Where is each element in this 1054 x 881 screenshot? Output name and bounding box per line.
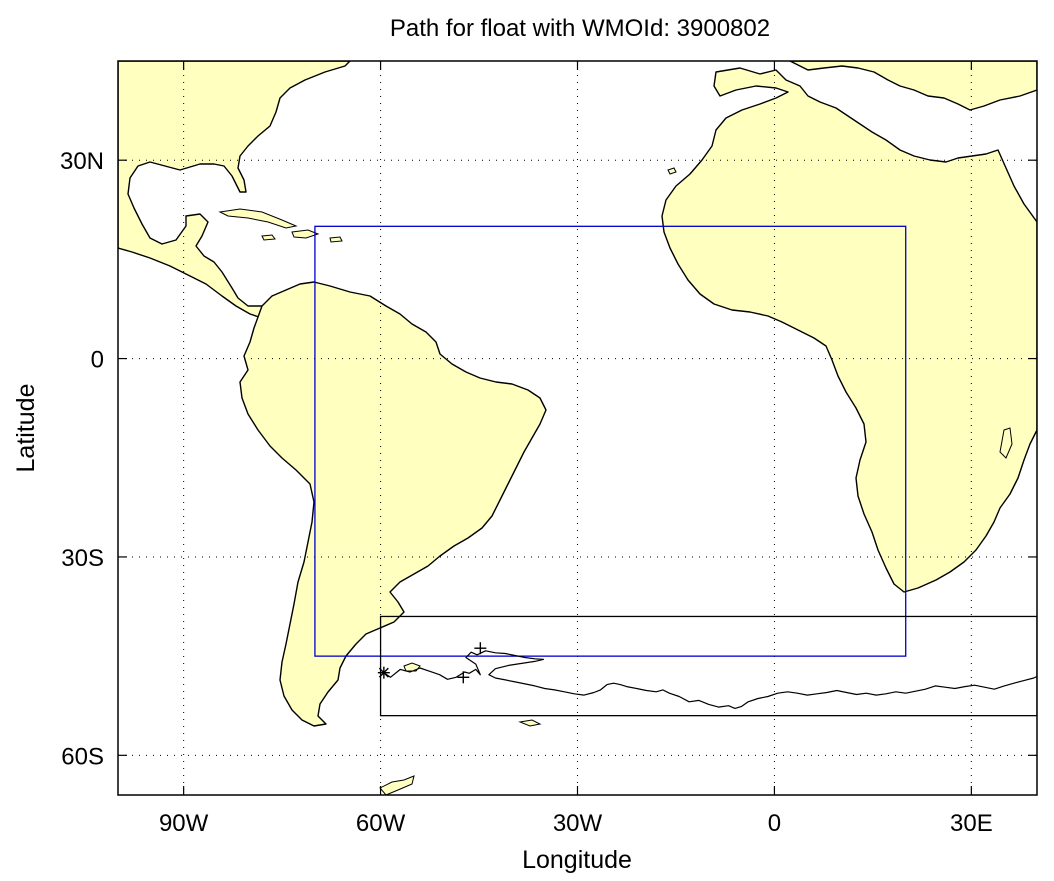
x-tick-label: 0 bbox=[768, 810, 781, 837]
region-boxes bbox=[314, 225, 1037, 717]
south-georgia-island bbox=[518, 719, 542, 727]
x-tick-label: 30W bbox=[553, 810, 603, 837]
track-cross-marker bbox=[474, 642, 487, 655]
land-masses bbox=[118, 61, 1037, 795]
map-title: Path for float with WMOId: 3900802 bbox=[390, 15, 770, 42]
puerto-rico-island bbox=[329, 236, 343, 243]
south-america-landmass bbox=[239, 281, 547, 727]
black-region-box bbox=[379, 615, 1037, 717]
track-cross-marker bbox=[457, 671, 470, 684]
madagascar-island bbox=[999, 427, 1013, 459]
deployment-marker bbox=[377, 666, 390, 679]
x-tick-label: 60W bbox=[356, 810, 406, 837]
europe-landmass bbox=[789, 61, 1037, 111]
canary-islands bbox=[667, 167, 677, 175]
blue-region-box bbox=[314, 225, 907, 657]
hispaniola-island bbox=[291, 229, 320, 239]
float-trajectory-line bbox=[383, 650, 1037, 710]
x-tick-label: 30E bbox=[950, 810, 993, 837]
cuba-island bbox=[218, 208, 298, 229]
antarctic-peninsula bbox=[379, 775, 415, 795]
x-tick-label: 90W bbox=[159, 810, 209, 837]
africa-landmass bbox=[661, 67, 1037, 593]
north-america-landmass bbox=[118, 61, 351, 319]
y-tick-label: 30N bbox=[60, 148, 104, 175]
y-tick-label: 60S bbox=[61, 743, 104, 770]
jamaica-island bbox=[261, 234, 276, 241]
float-track bbox=[377, 642, 1037, 710]
x-axis-label: Longitude bbox=[522, 846, 632, 874]
y-tick-label: 30S bbox=[61, 545, 104, 572]
axis-ticks: 90W 60W 30W 0 30E 30N 0 30S 60S bbox=[60, 61, 1037, 837]
y-tick-label: 0 bbox=[91, 347, 104, 374]
y-axis-label: Latitude bbox=[12, 384, 40, 473]
